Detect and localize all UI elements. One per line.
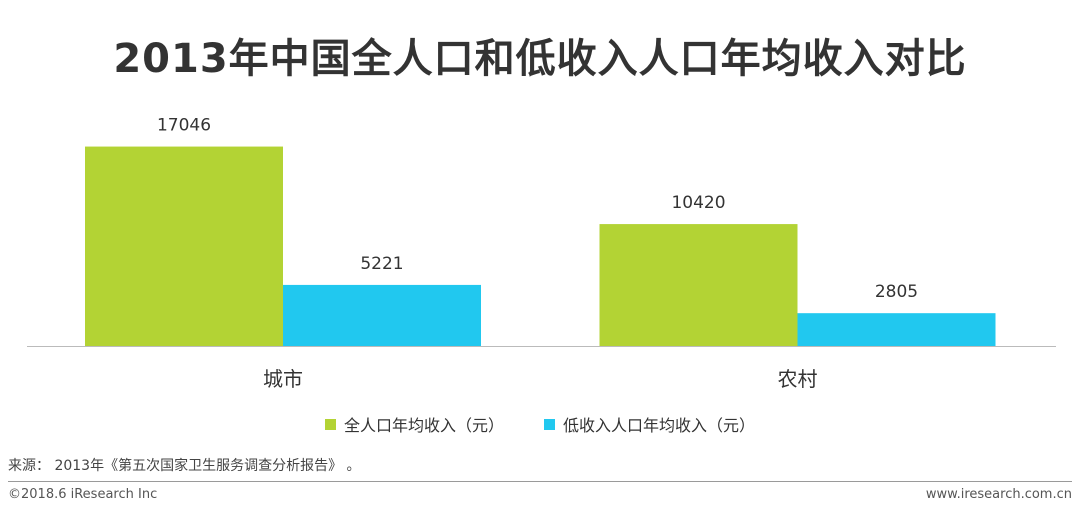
footer-divider — [8, 481, 1072, 482]
data-label-1-series-1: 17046 — [157, 116, 211, 136]
category-label-1: 城市 — [263, 367, 303, 391]
bar-1-series-1 — [85, 146, 283, 346]
legend: 全人口年均收入（元） 低收入人口年均收入（元） — [0, 412, 1080, 436]
legend-label-series-1: 全人口年均收入（元） — [343, 416, 504, 435]
data-label-2-series-1: 10420 — [671, 193, 725, 213]
chart-title: 2013年中国全人口和低收入人口年均收入对比 — [113, 36, 967, 82]
bar-1-series-2 — [283, 284, 481, 346]
copyright-text: ©2018.6 iResearch Inc — [8, 487, 158, 502]
legend-item-series-1: 全人口年均收入（元） — [324, 412, 504, 436]
data-label-2-series-2: 2805 — [875, 282, 918, 302]
legend-swatch-series-2 — [544, 418, 555, 430]
legend-item-series-2: 低收入人口年均收入（元） — [544, 412, 755, 436]
legend-swatch-series-1 — [324, 418, 336, 430]
website-link[interactable]: www.iresearch.com.cn — [925, 487, 1072, 502]
source-note: 来源： 2013年《第五次国家卫生服务调查分析报告》 。 — [8, 458, 361, 474]
bar-2-series-2 — [797, 313, 996, 346]
bar-2-series-1 — [599, 224, 798, 346]
legend-label-series-2: 低收入人口年均收入（元） — [563, 416, 756, 435]
category-label-2: 农村 — [778, 367, 818, 391]
data-label-1-series-2: 5221 — [360, 254, 403, 274]
